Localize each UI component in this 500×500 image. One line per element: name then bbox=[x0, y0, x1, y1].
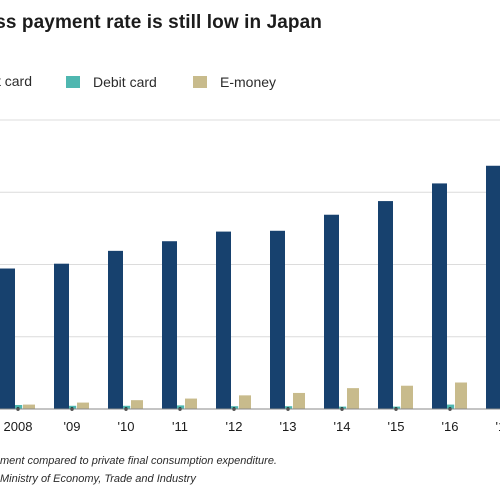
x-tick-label: '09 bbox=[64, 419, 81, 434]
x-tick-label: '10 bbox=[118, 419, 135, 434]
chart-title: ss payment rate is still low in Japan bbox=[0, 12, 500, 40]
source-text: Ministry of Economy, Trade and Industry bbox=[0, 473, 196, 485]
x-tick-label: '14 bbox=[334, 419, 351, 434]
legend-swatch-debit-card bbox=[66, 76, 80, 88]
legend-label-credit-card: t card bbox=[0, 73, 32, 89]
x-tick-label: '15 bbox=[388, 419, 405, 434]
bar-credit-card bbox=[378, 201, 393, 409]
legend-label-debit-card: Debit card bbox=[93, 74, 157, 90]
legend: Debit card E-money bbox=[0, 70, 500, 94]
bar-e-money bbox=[347, 388, 359, 409]
x-tick-label: '13 bbox=[280, 419, 297, 434]
bar-e-money bbox=[23, 404, 35, 409]
bar-credit-card bbox=[486, 165, 500, 409]
x-tick-label: 2008 bbox=[4, 419, 33, 434]
footnote-text: ment compared to private final consumpti… bbox=[0, 455, 277, 467]
x-tick-label: '16 bbox=[442, 419, 459, 434]
legend-item-debit-card: Debit card bbox=[66, 70, 157, 94]
chart-title-text: ss payment rate is still low in Japan bbox=[0, 12, 322, 33]
legend-item-credit-card: t card bbox=[0, 70, 60, 94]
bar-e-money bbox=[293, 392, 305, 409]
bar-credit-card bbox=[108, 250, 123, 409]
x-tick-label: '11 bbox=[172, 419, 188, 434]
bar-credit-card bbox=[270, 230, 285, 409]
bar-chart: 2008 '09 '10 '11 '12 '13 '14 '15 '16 '17 bbox=[0, 119, 500, 434]
bar-debit-card bbox=[447, 404, 455, 409]
bar-credit-card bbox=[432, 183, 447, 409]
legend-label-e-money: E-money bbox=[220, 74, 277, 90]
bar-debit-card bbox=[177, 405, 185, 409]
legend-swatch-e-money bbox=[193, 76, 207, 88]
bar-credit-card bbox=[324, 214, 339, 409]
bar-credit-card bbox=[162, 241, 177, 409]
bar-e-money bbox=[239, 395, 251, 409]
bar-credit-card bbox=[54, 263, 69, 409]
x-tick-label: '12 bbox=[226, 419, 243, 434]
bar-credit-card bbox=[0, 268, 15, 409]
bar-debit-card bbox=[15, 404, 23, 409]
footnote: ment compared to private final consumpti… bbox=[0, 455, 500, 471]
source-note: Ministry of Economy, Trade and Industry bbox=[0, 473, 500, 489]
bar-e-money bbox=[185, 398, 197, 409]
bar-credit-card bbox=[216, 231, 231, 409]
x-tick-label: '17 bbox=[496, 419, 500, 434]
bar-e-money bbox=[131, 400, 143, 409]
bar-e-money bbox=[455, 382, 467, 409]
legend-item-e-money: E-money bbox=[193, 70, 276, 94]
bar-e-money bbox=[401, 385, 413, 409]
bar-e-money bbox=[77, 402, 89, 409]
